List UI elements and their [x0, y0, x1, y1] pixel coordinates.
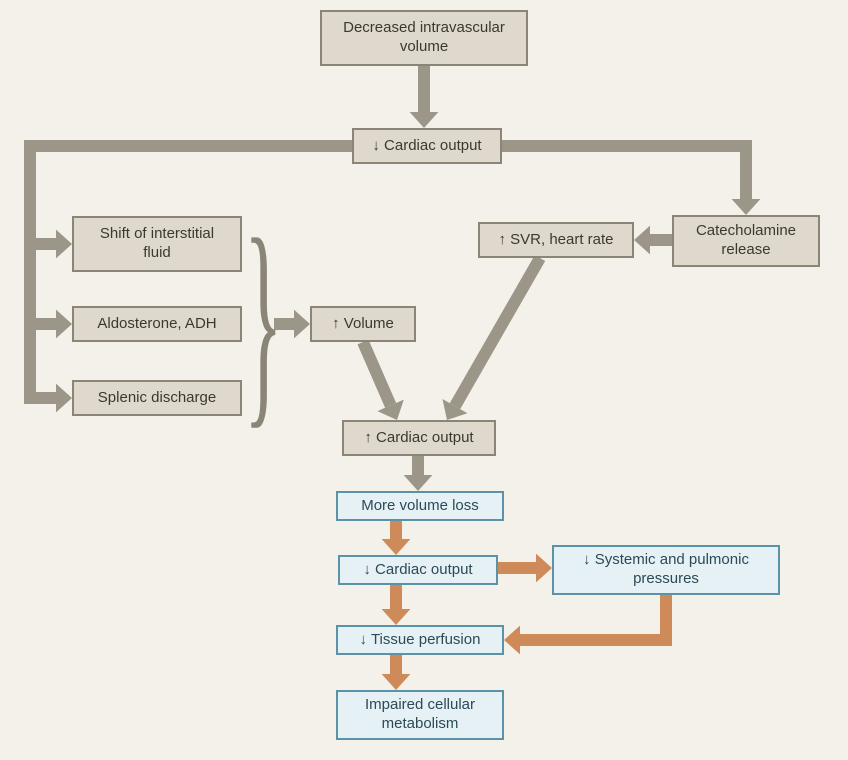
- grouping-brace: }: [244, 187, 283, 452]
- node-n6: ↑ SVR, heart rate: [478, 222, 634, 258]
- node-n13: ↓ Tissue perfusion: [336, 625, 504, 655]
- node-n2: ↓ Cardiac output: [352, 128, 502, 164]
- node-n8: ↑ Volume: [310, 306, 416, 342]
- node-n9: ↑ Cardiac output: [342, 420, 496, 456]
- node-n12: ↓ Systemic and pulmonicpressures: [552, 545, 780, 595]
- node-n14: Impaired cellularmetabolism: [336, 690, 504, 740]
- node-n10: More volume loss: [336, 491, 504, 521]
- node-n7: Catecholaminerelease: [672, 215, 820, 267]
- node-n5: Splenic discharge: [72, 380, 242, 416]
- node-n11: ↓ Cardiac output: [338, 555, 498, 585]
- node-n1: Decreased intravascularvolume: [320, 10, 528, 66]
- node-n4: Aldosterone, ADH: [72, 306, 242, 342]
- node-n3: Shift of interstitialfluid: [72, 216, 242, 272]
